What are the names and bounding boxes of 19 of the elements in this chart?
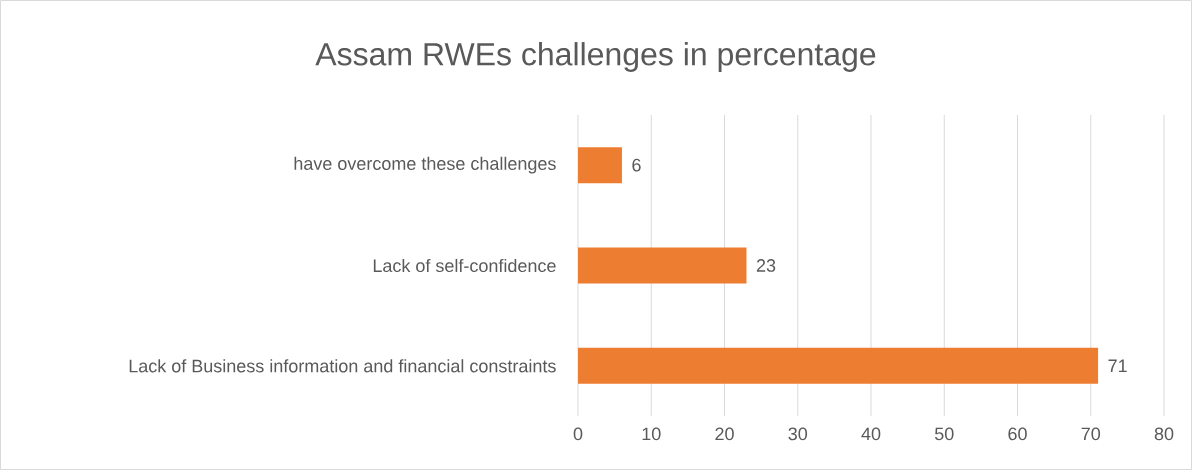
data-label: 71 xyxy=(1108,359,1127,373)
data-label: 23 xyxy=(756,259,776,272)
x-tick-label: 20 xyxy=(715,427,734,441)
x-tick-label: 30 xyxy=(788,427,808,441)
y-tick-label: Lack of Business information and financial constraints xyxy=(129,359,556,373)
y-tick-label: Lack of self-confidence xyxy=(373,258,556,273)
y-tick-label: have overcome these challenges xyxy=(294,156,556,174)
x-tick-label: 50 xyxy=(934,427,954,441)
x-tick-label: 40 xyxy=(861,427,881,441)
bar xyxy=(578,347,1099,384)
x-tick-label: 60 xyxy=(1008,427,1027,441)
x-tick-label: 70 xyxy=(1081,427,1101,441)
x-tick-label: 10 xyxy=(642,427,661,441)
bar xyxy=(578,147,622,184)
data-label: 6 xyxy=(632,158,641,172)
bar xyxy=(578,247,747,284)
x-tick-label: 80 xyxy=(1154,427,1174,441)
x-tick-label: 0 xyxy=(573,427,583,441)
chart-title: Assam RWEs challenges in percentage xyxy=(315,42,876,72)
